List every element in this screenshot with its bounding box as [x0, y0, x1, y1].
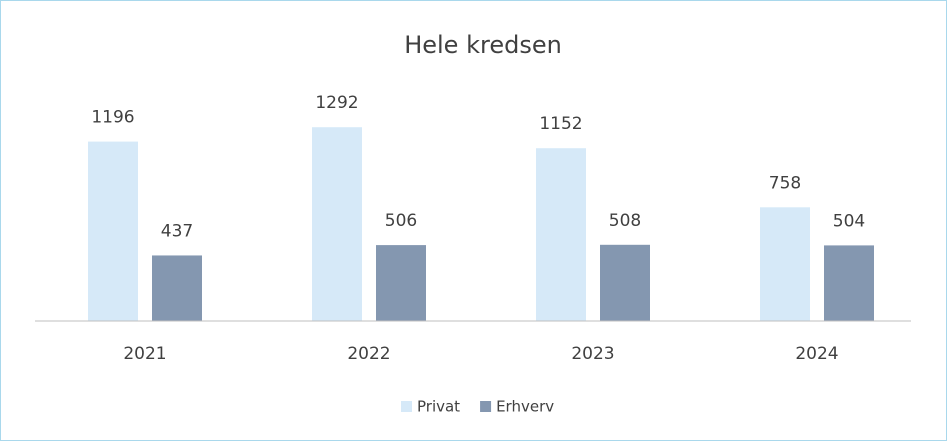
bar — [376, 245, 426, 321]
x-tick-label: 2021 — [123, 344, 166, 364]
data-label: 508 — [609, 211, 641, 231]
legend-label: Erhverv — [496, 398, 554, 416]
bar — [600, 244, 650, 321]
data-label: 1292 — [315, 93, 358, 113]
chart-title: Hele kredsen — [404, 31, 562, 59]
bar — [88, 141, 138, 321]
legend-label: Privat — [417, 398, 460, 416]
bar — [536, 148, 586, 321]
data-label: 1196 — [91, 108, 134, 128]
bar — [312, 127, 362, 321]
bar — [824, 245, 874, 321]
data-label: 1152 — [539, 114, 582, 134]
x-tick-label: 2024 — [795, 344, 838, 364]
legend-swatch — [401, 401, 412, 412]
data-label: 437 — [161, 221, 193, 241]
bar — [152, 255, 202, 321]
data-label: 506 — [385, 211, 417, 231]
data-label: 504 — [833, 211, 865, 231]
data-label: 758 — [769, 173, 801, 193]
x-tick-label: 2023 — [571, 344, 614, 364]
x-tick-label: 2022 — [347, 344, 390, 364]
legend-swatch — [480, 401, 492, 412]
bar — [760, 207, 810, 321]
